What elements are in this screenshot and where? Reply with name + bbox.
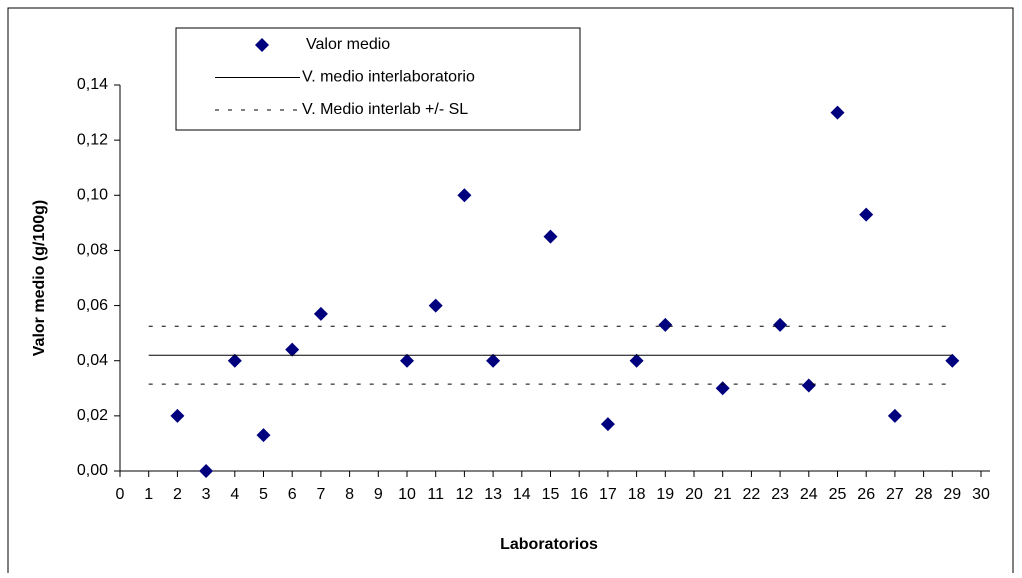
x-tick-label: 21 — [714, 486, 732, 503]
data-point — [629, 353, 644, 368]
data-point — [773, 317, 788, 332]
x-tick-label: 30 — [972, 486, 990, 503]
data-point — [227, 353, 242, 368]
y-tick-label: 0,10 — [77, 187, 108, 204]
data-point — [199, 464, 214, 478]
x-tick-label: 6 — [288, 486, 297, 503]
legend-label: V. Medio interlab +/- SL — [302, 101, 468, 118]
data-point — [313, 306, 328, 321]
x-tick-label: 26 — [857, 486, 875, 503]
x-tick-label: 20 — [685, 486, 703, 503]
data-point — [400, 353, 414, 368]
legend-label: Valor medio — [306, 36, 390, 53]
x-tick-label: 29 — [943, 486, 961, 503]
x-tick-label: 1 — [144, 486, 153, 503]
x-tick-label: 14 — [513, 486, 531, 503]
data-point — [285, 342, 300, 357]
y-axis-title: Valor medio (g/100g) — [31, 200, 48, 356]
x-tick-label: 3 — [202, 486, 211, 503]
x-tick-label: 17 — [599, 486, 617, 503]
y-tick-label: 0,06 — [77, 297, 108, 314]
x-tick-label: 5 — [259, 486, 268, 503]
x-tick-label: 18 — [628, 486, 646, 503]
x-tick-label: 27 — [886, 486, 904, 503]
legend-box — [175, 27, 581, 131]
data-point — [801, 378, 816, 393]
data-point — [170, 408, 185, 423]
y-tick-label: 0,04 — [77, 352, 108, 369]
x-tick-label: 4 — [230, 486, 239, 503]
data-point — [945, 353, 960, 368]
y-tick-label: 0,14 — [77, 76, 108, 93]
x-tick-label: 9 — [374, 486, 383, 503]
y-tick-label: 0,00 — [77, 462, 108, 479]
data-point — [830, 105, 845, 120]
x-tick-label: 12 — [456, 486, 474, 503]
x-tick-label: 13 — [484, 486, 502, 503]
data-point — [887, 408, 902, 423]
x-tick-label: 2 — [173, 486, 182, 503]
data-point — [859, 207, 874, 222]
x-tick-label: 8 — [345, 486, 354, 503]
x-tick-label: 19 — [656, 486, 674, 503]
x-tick-label: 25 — [829, 486, 847, 503]
data-point — [543, 229, 558, 244]
x-tick-label: 22 — [743, 486, 761, 503]
y-tick-label: 0,08 — [77, 242, 108, 259]
data-point — [486, 353, 501, 368]
data-point — [457, 188, 472, 203]
x-tick-label: 24 — [800, 486, 818, 503]
x-tick-label: 23 — [771, 486, 789, 503]
legend-symbol — [255, 38, 269, 52]
legend-label: V. medio interlaboratorio — [302, 69, 475, 86]
x-tick-label: 11 — [427, 486, 444, 503]
data-point — [256, 428, 271, 443]
x-tick-label: 10 — [398, 486, 416, 503]
y-tick-label: 0,02 — [77, 407, 108, 424]
data-point — [658, 317, 673, 332]
data-point — [600, 417, 615, 432]
x-tick-label: 28 — [915, 486, 933, 503]
data-point — [715, 381, 730, 396]
x-tick-label: 15 — [542, 486, 560, 503]
x-tick-label: 7 — [316, 486, 325, 503]
data-point — [428, 298, 443, 313]
y-tick-label: 0,12 — [77, 131, 108, 148]
x-tick-label: 0 — [116, 486, 125, 503]
x-tick-label: 16 — [570, 486, 588, 503]
x-axis-title: Laboratorios — [500, 536, 598, 553]
